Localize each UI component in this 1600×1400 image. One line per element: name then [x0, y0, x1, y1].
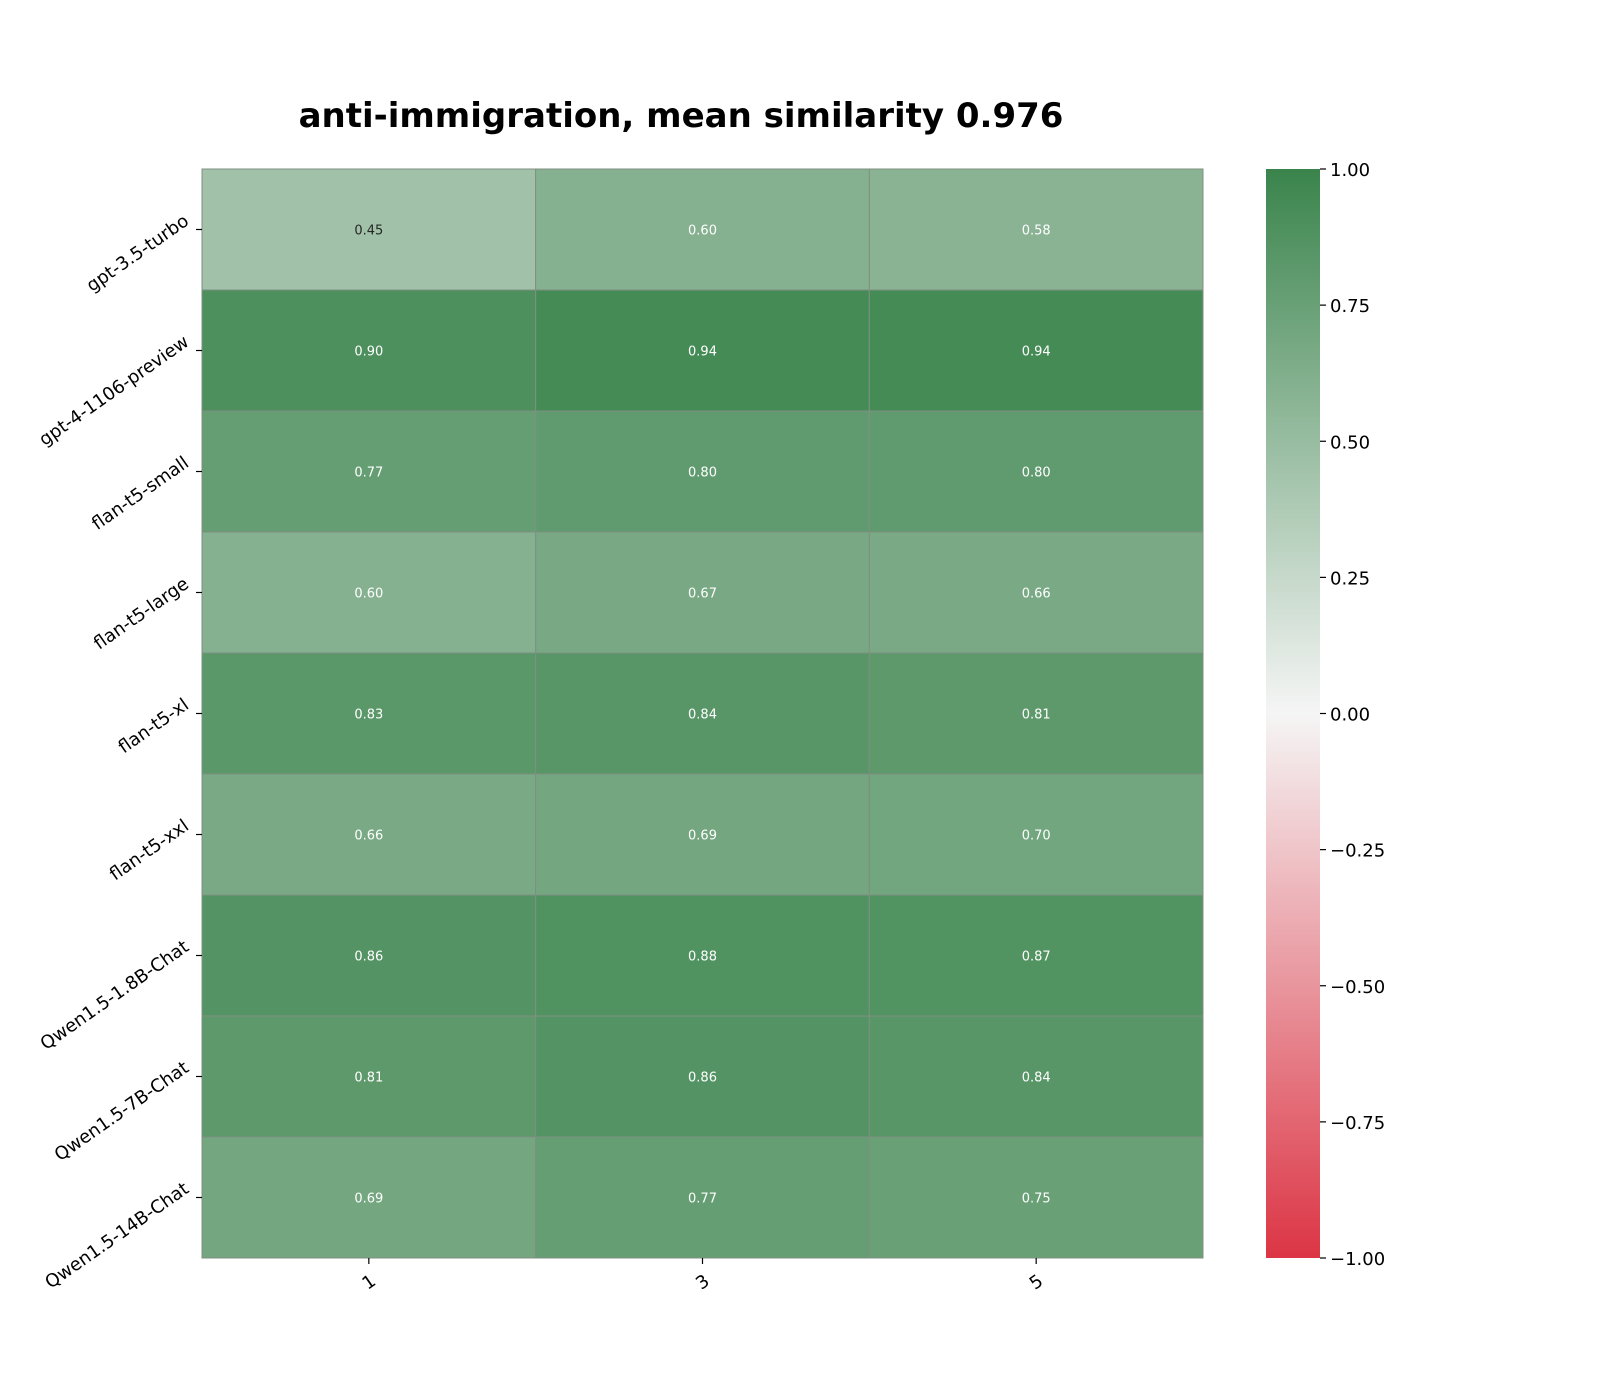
y-tick-label: gpt-4-1106-preview [35, 331, 193, 450]
cell-value-label: 0.69 [354, 1192, 383, 1207]
heatmap-cell [868, 652, 1204, 775]
colorbar-tick-label: 0.00 [1330, 705, 1370, 726]
heatmap-cell [201, 652, 537, 775]
y-tick-label: Qwen1.5-1.8B-Chat [37, 936, 193, 1054]
heatmap-cell [201, 531, 537, 654]
heatmap-cell [535, 1136, 870, 1259]
colorbar-tick-label: −0.75 [1330, 1113, 1385, 1134]
heatmap-cell [868, 168, 1204, 291]
y-tick-label: flan-t5-xxl [106, 815, 193, 885]
cell-value-label: 0.45 [354, 224, 383, 239]
cell-value-label: 0.87 [1022, 950, 1051, 965]
heatmap-cell [201, 289, 537, 412]
heatmap-cell [201, 1136, 537, 1259]
cell-value-label: 0.94 [1022, 345, 1051, 360]
heatmap-cell [868, 1136, 1204, 1259]
colorbar: 1.00 0.75 0.50 0.25 0.00 −0.25 −0.50 −0.75 −1.00 [1266, 160, 1385, 1270]
cell-value-label: 0.67 [688, 587, 717, 602]
cell-value-label: 0.70 [1022, 829, 1051, 844]
heatmap-cell [868, 289, 1204, 412]
x-axis: 1 3 5 [358, 1258, 1047, 1294]
heatmap-cell [535, 168, 870, 291]
y-tick-label: Qwen1.5-7B-Chat [51, 1057, 193, 1165]
heatmap-cell [868, 894, 1204, 1017]
cell-value-label: 0.66 [354, 829, 383, 844]
cell-value-label: 0.77 [354, 466, 383, 481]
y-tick-label: flan-t5-xl [115, 694, 193, 758]
heatmap-cell [201, 1015, 537, 1138]
cell-value-label: 0.69 [688, 829, 717, 844]
y-axis: gpt-3.5-turbo gpt-4-1106-previewflan-t5-s… [35, 210, 202, 1293]
cell-value-label: 0.58 [1022, 224, 1051, 239]
cell-value-label: 0.94 [688, 345, 717, 360]
cell-value-label: 0.77 [688, 1192, 717, 1207]
colorbar-tick-label: −1.00 [1330, 1249, 1385, 1270]
cell-value-label: 0.81 [1022, 708, 1051, 723]
colorbar-tick-label: 1.00 [1330, 160, 1370, 181]
heatmap-cell [535, 773, 870, 896]
y-tick-label: flan-t5-small [88, 452, 193, 534]
y-tick-label: flan-t5-large [90, 573, 193, 654]
colorbar-tick-label: 0.25 [1330, 568, 1370, 589]
heatmap-cell [535, 652, 870, 775]
x-tick-label: 3 [692, 1271, 713, 1295]
x-tick-label: 1 [358, 1271, 379, 1295]
cell-value-label: 0.84 [1022, 1071, 1051, 1086]
heatmap-cell [868, 1015, 1204, 1138]
cell-value-label: 0.60 [688, 224, 717, 239]
cell-value-label: 0.66 [1022, 587, 1051, 602]
cell-value-label: 0.81 [354, 1071, 383, 1086]
colorbar-gradient [1266, 169, 1320, 1258]
heatmap-grid: 0.45 0.60 0.58 0.90 0.94 0.94 0.77 0.80 0.80 0.60… [201, 168, 1204, 1259]
cell-value-label: 0.88 [688, 950, 717, 965]
heatmap-cell [868, 531, 1204, 654]
heatmap-cell [201, 168, 537, 291]
cell-value-label: 0.80 [1022, 466, 1051, 481]
cell-value-label: 0.84 [688, 708, 717, 723]
x-tick-label: 5 [1026, 1271, 1047, 1295]
cell-value-label: 0.90 [354, 345, 383, 360]
chart-title: anti-immigration, mean similarity 0.976 [299, 96, 1064, 136]
colorbar-tick-label: −0.25 [1330, 841, 1385, 862]
heatmap-cell [535, 410, 870, 533]
cell-value-label: 0.83 [354, 708, 383, 723]
cell-value-label: 0.86 [354, 950, 383, 965]
colorbar-tick-label: 0.75 [1330, 296, 1370, 317]
colorbar-tick-label: −0.50 [1330, 977, 1385, 998]
colorbar-tick-label: 0.50 [1330, 432, 1370, 453]
cell-value-label: 0.80 [688, 466, 717, 481]
heatmap-cell [868, 773, 1204, 896]
heatmap-cell [535, 1015, 870, 1138]
y-tick-label: Qwen1.5-14B-Chat [41, 1178, 193, 1293]
heatmap-cell [535, 894, 870, 1017]
cell-value-label: 0.60 [354, 587, 383, 602]
heatmap-cell [201, 894, 537, 1017]
heatmap-cell [201, 410, 537, 533]
cell-value-label: 0.75 [1022, 1192, 1051, 1207]
cell-value-label: 0.86 [688, 1071, 717, 1086]
y-tick-label: gpt-3.5-turbo [83, 210, 193, 296]
heatmap-cell [535, 289, 870, 412]
